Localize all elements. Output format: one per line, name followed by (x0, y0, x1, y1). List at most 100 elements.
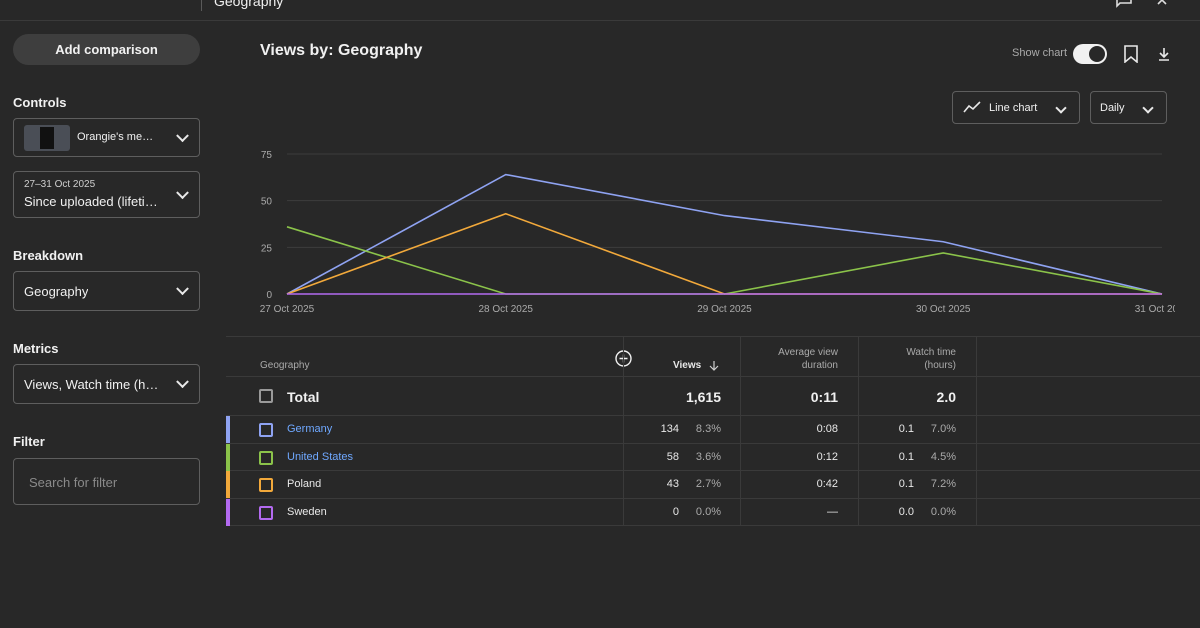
header-views[interactable]: Views (673, 360, 702, 371)
download-icon[interactable] (1156, 45, 1172, 63)
row-watch-pct: 7.0% (930, 423, 956, 435)
table-header: Geography Views Average view duration Wa… (226, 336, 1200, 377)
series-color-bar (226, 498, 230, 526)
row-avd: — (827, 505, 838, 518)
series-line (286, 212, 1162, 295)
row-checkbox[interactable] (259, 389, 273, 403)
table-row: United States 58 3.6% 0:12 0.1 4.5% (226, 443, 1200, 471)
table-row-total: Total 1,615 0:11 2.0 (226, 377, 1200, 416)
controls-heading: Controls (13, 95, 67, 110)
chart-type-label: Line chart (989, 102, 1038, 114)
x-tick-label: 31 Oct 2025 (1135, 304, 1175, 315)
chevron-down-icon (176, 375, 189, 389)
top-bar: Geography (0, 0, 1200, 21)
row-views-pct: 2.7% (695, 478, 721, 490)
row-checkbox[interactable] (259, 478, 273, 492)
y-tick-label: 25 (261, 243, 273, 254)
date-range-select[interactable]: 27–31 Oct 2025 Since uploaded (lifeti… (13, 171, 200, 218)
add-comparison-button[interactable]: Add comparison (13, 34, 200, 65)
row-views: 43 (666, 478, 679, 490)
page-title: Views by: Geography (260, 42, 423, 59)
row-watch: 0.0 (898, 505, 914, 518)
sort-down-icon[interactable] (709, 359, 719, 377)
content-select-value: Orangie's mem… (77, 131, 162, 143)
metrics-select[interactable]: Views, Watch time (ho… (13, 364, 200, 404)
row-geography[interactable]: United States (287, 450, 354, 463)
y-tick-label: 50 (261, 197, 273, 208)
header-watch-1[interactable]: Watch time (906, 347, 956, 358)
chart-type-select[interactable]: Line chart (952, 91, 1080, 124)
column-divider (976, 336, 977, 526)
chevron-down-icon (176, 282, 189, 296)
chevron-down-icon (176, 128, 189, 142)
header-geography: Geography (260, 360, 310, 371)
header-watch-2[interactable]: (hours) (924, 360, 956, 371)
breakdown-value: Geography (24, 284, 89, 299)
bookmark-icon[interactable] (1123, 45, 1139, 64)
x-tick-label: 29 Oct 2025 (697, 304, 752, 315)
series-color-bar (226, 416, 230, 443)
feedback-icon[interactable] (1116, 0, 1132, 8)
close-icon[interactable] (1156, 0, 1172, 8)
series-color-bar (226, 471, 230, 498)
table-row: Poland 43 2.7% 0:42 0.1 7.2% (226, 471, 1200, 499)
total-avd: 0:11 (810, 389, 838, 405)
row-avd: 0:12 (816, 450, 838, 463)
row-views-pct: 8.3% (695, 423, 721, 435)
metrics-value: Views, Watch time (ho… (24, 377, 164, 392)
total-label: Total (287, 389, 320, 405)
column-divider (858, 336, 859, 526)
row-views-pct: 0.0% (695, 505, 721, 518)
breadcrumb: Geography (214, 0, 284, 9)
table-row: Sweden 0 0.0% — 0.0 0.0% (226, 498, 1200, 526)
filter-placeholder: Search for filter (29, 475, 118, 490)
row-geography: Sweden (287, 505, 327, 518)
chevron-down-icon (176, 185, 189, 199)
interval-label: Daily (1100, 102, 1125, 114)
header-avd-1[interactable]: Average view (778, 347, 838, 358)
x-tick-label: 28 Oct 2025 (479, 304, 534, 315)
row-checkbox[interactable] (259, 450, 273, 465)
series-color-bar (226, 443, 230, 471)
y-tick-label: 75 (261, 150, 273, 161)
x-tick-label: 27 Oct 2025 (260, 304, 315, 315)
line-chart: 0 25 50 75 27 Oct 2025 28 Oct 2025 29 Oct 2025… (260, 150, 1175, 315)
row-watch-pct: 4.5% (930, 450, 956, 463)
interval-select[interactable]: Daily (1090, 91, 1167, 124)
row-views: 134 (660, 423, 679, 435)
total-views: 1,615 (685, 389, 721, 405)
breakdown-heading: Breakdown (13, 248, 84, 263)
y-tick-label: 0 (266, 290, 272, 301)
row-geography[interactable]: Germany (287, 423, 333, 435)
row-watch-pct: 7.2% (930, 478, 956, 490)
row-checkbox[interactable] (259, 505, 273, 520)
date-range-sub: 27–31 Oct 2025 (24, 179, 96, 190)
column-divider (623, 336, 624, 526)
total-watch: 2.0 (936, 389, 956, 405)
date-range-value: Since uploaded (lifeti… (24, 194, 158, 209)
chevron-down-icon (1055, 102, 1067, 114)
column-divider (740, 336, 741, 526)
show-chart-toggle[interactable] (1073, 44, 1107, 64)
row-views-pct: 3.6% (695, 450, 721, 463)
x-tick-label: 30 Oct 2025 (916, 304, 971, 315)
row-avd: 0:42 (816, 478, 838, 490)
row-watch: 0.1 (898, 423, 914, 435)
row-checkbox[interactable] (259, 423, 273, 437)
row-watch: 0.1 (898, 450, 914, 463)
toggle-knob (1089, 46, 1105, 62)
header-avd-2[interactable]: duration (801, 360, 838, 371)
show-chart-label: Show chart (1012, 47, 1068, 59)
series-line (286, 226, 1163, 295)
metrics-heading: Metrics (13, 341, 59, 356)
breakdown-select[interactable]: Geography (13, 271, 200, 311)
table-row: Germany 134 8.3% 0:08 0.1 7.0% (226, 416, 1200, 444)
row-geography: Poland (287, 478, 322, 490)
series-line (286, 173, 1163, 295)
row-watch-pct: 0.0% (930, 505, 956, 518)
filter-input[interactable]: Search for filter (13, 458, 200, 505)
content-select[interactable]: Orangie's mem… (13, 118, 200, 157)
chevron-down-icon (1142, 102, 1154, 114)
divider (201, 0, 202, 11)
row-views: 58 (666, 450, 679, 463)
